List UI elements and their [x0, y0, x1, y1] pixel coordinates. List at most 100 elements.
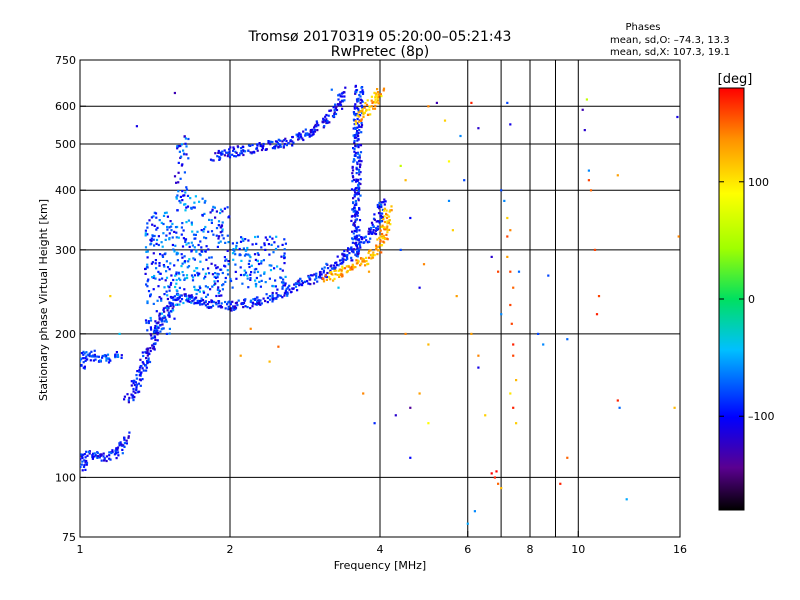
- trace-point: [357, 115, 360, 118]
- trace-point: [259, 299, 262, 302]
- spread-point: [208, 218, 211, 221]
- spread-point: [269, 269, 273, 272]
- trace-point: [105, 359, 108, 362]
- spread-point: [176, 293, 179, 297]
- trace-point: [82, 353, 85, 356]
- trace-point: [343, 255, 346, 258]
- scatter-point: [373, 422, 376, 425]
- trace-point: [286, 291, 289, 294]
- trace-point: [174, 298, 177, 302]
- trace-point: [325, 278, 328, 281]
- scatter-point: [404, 179, 407, 182]
- data-points: [80, 84, 680, 525]
- trace-point: [258, 142, 261, 145]
- spread-point: [158, 278, 161, 281]
- spread-point: [184, 238, 188, 241]
- spread-point: [184, 191, 187, 194]
- spread-point: [282, 281, 285, 284]
- trace-point: [382, 240, 385, 243]
- trace-point: [353, 223, 356, 227]
- trace-point: [220, 306, 224, 309]
- trace-point: [345, 255, 349, 259]
- trace-point: [121, 444, 124, 447]
- trace-point: [342, 260, 345, 263]
- spread-point: [157, 285, 160, 288]
- x-tick-label: 10: [571, 543, 585, 556]
- spread-point: [283, 257, 286, 260]
- trace-point: [358, 143, 361, 146]
- trace-point: [381, 235, 384, 238]
- trace-point: [80, 465, 82, 468]
- trace-point: [145, 366, 148, 369]
- trace-point: [136, 391, 139, 394]
- trace-point: [315, 272, 318, 275]
- scatter-point: [470, 332, 473, 335]
- spread-point: [195, 288, 198, 292]
- trace-point: [184, 293, 187, 296]
- scatter-point: [109, 295, 112, 298]
- trace-point: [80, 453, 83, 456]
- trace-point: [352, 251, 355, 254]
- trace-point: [358, 207, 361, 210]
- trace-point: [359, 182, 362, 186]
- trace-point: [217, 151, 220, 154]
- spread-point: [259, 285, 262, 288]
- spread-point: [207, 272, 211, 275]
- scatter-point: [268, 360, 271, 363]
- trace-point: [116, 353, 119, 356]
- spread-point: [181, 190, 184, 193]
- spread-point: [144, 319, 148, 322]
- spread-point: [203, 228, 206, 231]
- trace-point: [373, 218, 376, 221]
- trace-point: [309, 129, 312, 132]
- trace-point: [249, 299, 253, 302]
- spread-point: [169, 310, 172, 313]
- spread-point: [193, 285, 196, 288]
- spread-point: [216, 245, 219, 248]
- trace-point: [356, 248, 359, 251]
- spread-point: [195, 267, 198, 270]
- trace-point: [327, 114, 330, 117]
- spread-point: [224, 265, 227, 268]
- trace-point: [341, 267, 344, 270]
- spread-point: [179, 144, 182, 148]
- trace-point: [379, 229, 382, 232]
- trace-point: [372, 225, 375, 228]
- trace-point: [107, 361, 111, 364]
- spread-point: [187, 137, 190, 141]
- trace-point: [351, 172, 354, 175]
- spread-point: [273, 267, 276, 270]
- trace-point: [360, 262, 363, 265]
- spread-point: [217, 220, 221, 223]
- trace-point: [298, 281, 301, 284]
- trace-point: [354, 215, 357, 218]
- trace-point: [179, 300, 182, 303]
- trace-point: [84, 461, 87, 464]
- trace-point: [368, 108, 371, 111]
- spread-point: [177, 181, 180, 184]
- trace-point: [226, 151, 229, 154]
- trace-point: [254, 298, 257, 301]
- spread-point: [181, 256, 184, 259]
- trace-point: [358, 241, 361, 244]
- spread-point: [219, 208, 223, 211]
- trace-point: [135, 374, 138, 377]
- trace-point: [325, 113, 328, 117]
- spread-point: [270, 264, 273, 267]
- spread-point: [263, 272, 266, 275]
- spread-point: [199, 254, 202, 257]
- trace-point: [372, 229, 375, 232]
- spread-point: [187, 157, 190, 160]
- spread-point: [177, 161, 180, 164]
- trace-point: [356, 117, 359, 121]
- trace-point: [118, 444, 121, 447]
- trace-point: [357, 199, 360, 202]
- spread-point: [177, 271, 180, 274]
- trace-point: [386, 222, 389, 225]
- trace-point: [191, 300, 194, 303]
- spread-point: [219, 226, 222, 229]
- trace-point: [238, 154, 241, 157]
- trace-point: [132, 390, 135, 393]
- spread-point: [183, 261, 186, 264]
- trace-point: [351, 230, 354, 233]
